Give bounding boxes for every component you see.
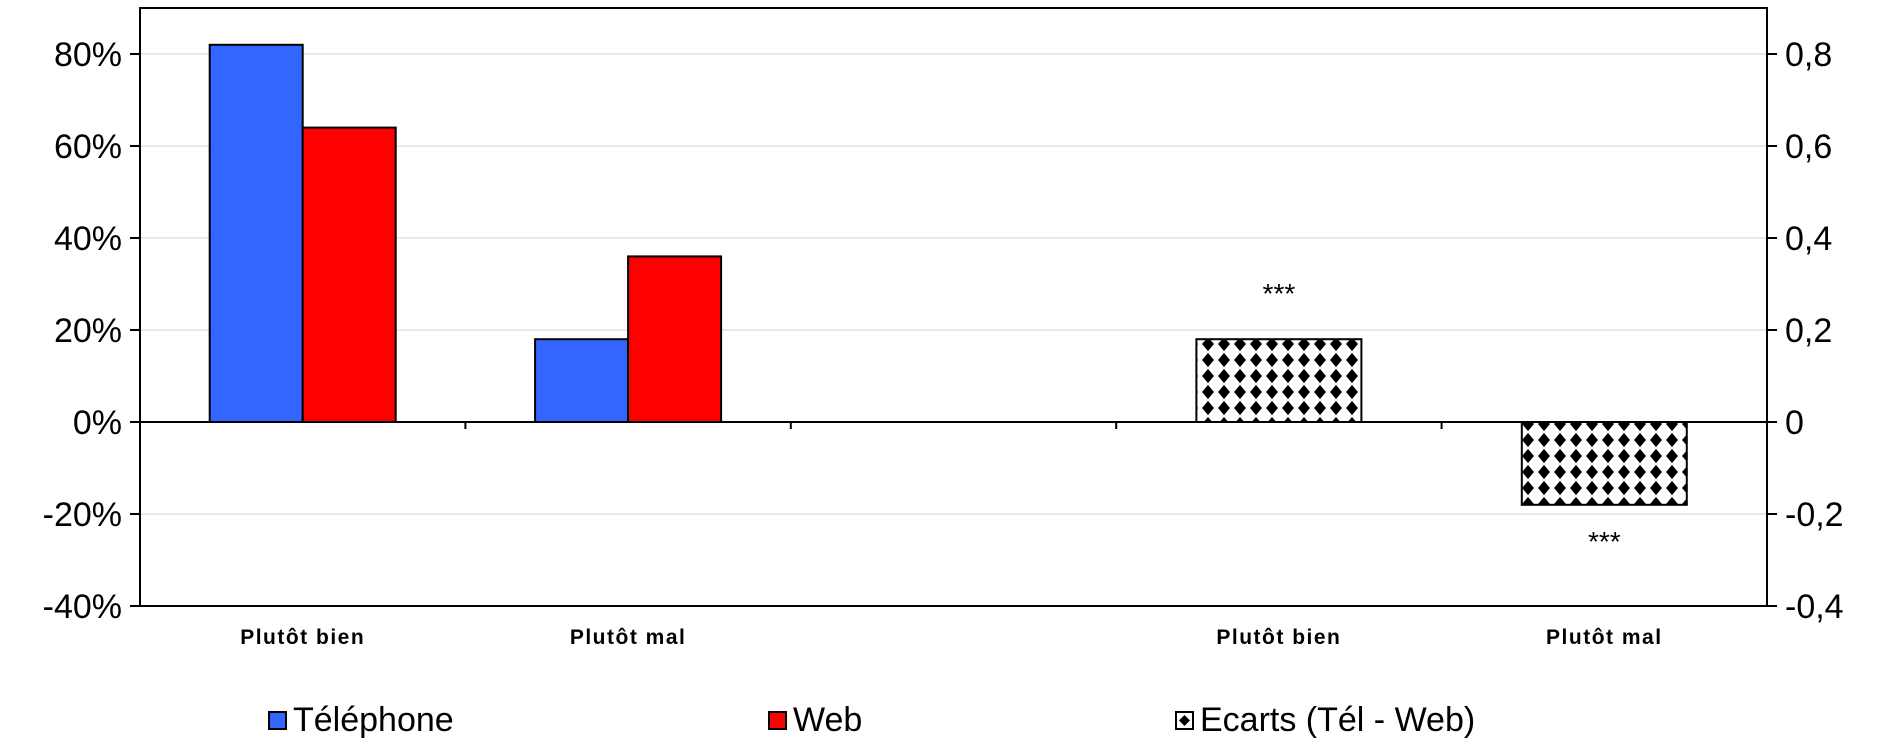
legend-item: Ecarts (Tél - Web)	[1175, 700, 1475, 740]
labels: -40% -20% 0% 20% 40% 60% 80% -0,4 -0,2 0 0,2 0,4 0,6…	[43, 36, 1844, 649]
y-left-tick-label: -20%	[43, 496, 122, 534]
y-right-tick-label: -0,4	[1785, 588, 1844, 626]
plot-area-border	[139, 7, 1768, 607]
legend-label: Web	[793, 700, 863, 739]
y-right-tick-label: 0	[1785, 404, 1804, 442]
y-left-tick-label: 40%	[54, 220, 122, 258]
y-right-tick-label: 0,6	[1785, 128, 1832, 166]
y-right-tick-label: 0,8	[1785, 36, 1832, 74]
legend-item: Téléphone	[268, 700, 454, 740]
significance-label: ***	[1588, 526, 1621, 557]
bars	[208, 43, 1688, 506]
category-label: Plutôt bien	[1216, 626, 1341, 649]
legend-label: Téléphone	[293, 700, 454, 739]
y-left-tick-label: 60%	[54, 128, 122, 166]
bar-web	[301, 126, 397, 423]
y-right-tick-label: 0,2	[1785, 312, 1832, 350]
bar-t-l-phone	[534, 338, 630, 424]
y-left-tick-label: 0%	[73, 404, 122, 442]
bar-ecarts-t-l-web	[1520, 421, 1688, 506]
bar-t-l-phone	[208, 43, 304, 424]
legend: Téléphone Web Ecarts (Tél - Web)	[0, 700, 1877, 740]
y-right-tick-label: 0,4	[1785, 220, 1832, 258]
legend-label: Ecarts (Tél - Web)	[1200, 700, 1476, 739]
y-left-tick-label: 20%	[54, 312, 122, 350]
category-label: Plutôt mal	[570, 626, 687, 649]
y-left-tick-label: 80%	[54, 36, 122, 74]
bar-web	[627, 255, 723, 423]
category-label: Plutôt mal	[1546, 626, 1663, 649]
category-label: Plutôt bien	[240, 626, 365, 649]
significance-label: ***	[1263, 278, 1296, 309]
legend-swatch	[1175, 710, 1194, 730]
bar-chart: -40% -20% 0% 20% 40% 60% 80% -0,4 -0,2 0 0,2 0,4 0,6…	[43, 7, 1844, 649]
legend-swatch	[268, 710, 287, 730]
y-right-tick-label: -0,2	[1785, 496, 1844, 534]
legend-item: Web	[768, 700, 862, 740]
legend-swatch	[768, 710, 787, 730]
bar-ecarts-t-l-web	[1195, 338, 1363, 424]
axes	[130, 53, 1777, 607]
y-left-tick-label: -40%	[43, 588, 122, 626]
